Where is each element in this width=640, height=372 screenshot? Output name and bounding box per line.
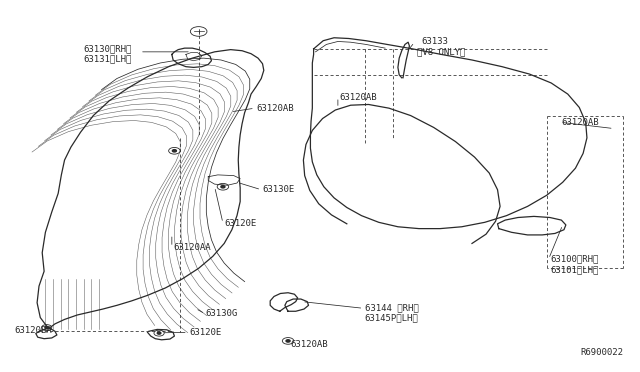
Circle shape — [157, 332, 161, 334]
Text: 63130〈RH〉: 63130〈RH〉 — [84, 44, 132, 53]
Text: 63145P〈LH〉: 63145P〈LH〉 — [365, 314, 419, 323]
Text: 63120AB: 63120AB — [256, 104, 294, 113]
Text: 63144 〈RH〉: 63144 〈RH〉 — [365, 304, 419, 313]
Circle shape — [45, 327, 49, 328]
Text: 63120E: 63120E — [189, 328, 221, 337]
Text: 63120AA: 63120AA — [173, 243, 211, 251]
Text: 63130G: 63130G — [205, 310, 237, 318]
Circle shape — [286, 340, 290, 342]
Circle shape — [221, 186, 225, 188]
Text: 63101〈LH〉: 63101〈LH〉 — [550, 265, 598, 274]
Text: 63120AB: 63120AB — [339, 93, 377, 102]
Text: 〈V8 ONLY〉: 〈V8 ONLY〉 — [417, 47, 465, 56]
Text: 63120AB: 63120AB — [290, 340, 328, 349]
Circle shape — [172, 150, 177, 152]
Text: 63131〈LH〉: 63131〈LH〉 — [84, 54, 132, 63]
Text: R6900022: R6900022 — [580, 348, 623, 357]
Text: 63130E: 63130E — [262, 185, 295, 194]
Text: 63120EA: 63120EA — [15, 326, 52, 335]
Text: 63100〈RH〉: 63100〈RH〉 — [550, 254, 598, 263]
Text: 63120E: 63120E — [224, 219, 257, 228]
Text: 63133: 63133 — [421, 37, 448, 46]
Text: 63120AB: 63120AB — [561, 118, 599, 127]
